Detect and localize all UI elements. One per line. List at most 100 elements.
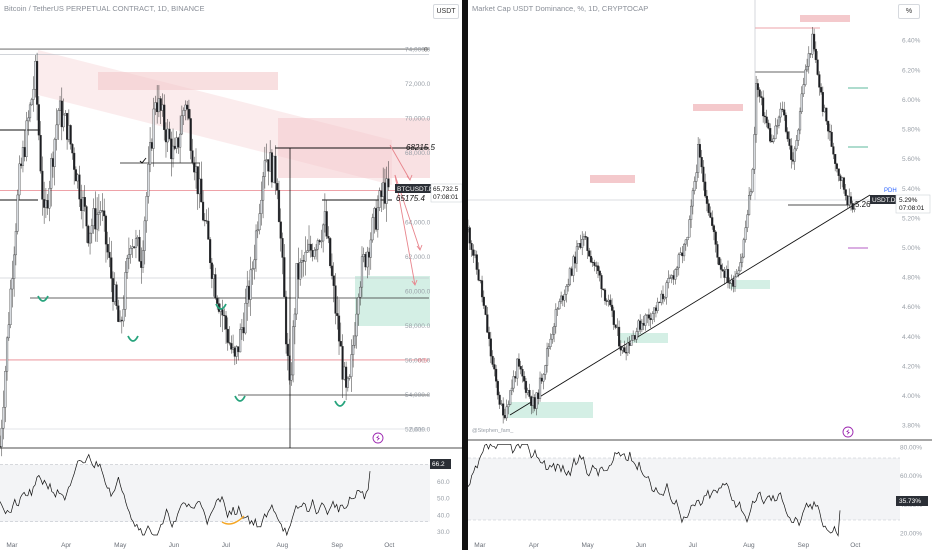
candle-body [663,297,666,300]
candle-body [848,196,851,206]
candle-body [614,324,617,328]
right-y-tick: 6.00% [902,97,921,104]
candle-body [67,125,70,140]
right-price-tag [895,194,931,214]
left-x-tick: Apr [61,542,72,549]
candle-body [781,108,784,111]
candle-body [39,135,42,172]
candle-body [814,48,817,61]
candle-body [36,60,39,105]
candle-body [795,140,798,150]
left-check-icon [139,157,147,164]
left-currency-button[interactable]: USDT [433,4,459,19]
candle-body [9,288,12,325]
candle-body [674,269,677,280]
candle-body [779,108,782,118]
candle-body [570,268,573,276]
left-y-tick: 54,000.0 [405,392,431,399]
candle-body [21,147,25,166]
candle-body [161,104,164,111]
left-x-tick: Mar [6,542,18,549]
candle-body [277,190,281,222]
candle-body [357,297,360,315]
candle-body [742,239,745,258]
candle-body [53,139,56,167]
right-supply-zone [590,175,635,183]
right-symbol-tag [870,195,896,204]
right-x-tick: Apr [529,542,540,549]
candle-body [106,243,109,253]
candle-body [265,159,268,161]
candle-body [223,314,226,317]
candle-body [718,257,721,266]
candle-body [603,289,607,301]
right-y-tick: 4.80% [902,275,921,282]
candle-body [621,347,624,351]
candle-body [196,166,199,195]
candle-body [686,237,689,241]
candle-body [626,342,629,353]
right-watermark: @Stephen_fam_ [472,428,514,434]
candle-body [355,313,358,337]
candle-body [62,114,65,128]
left-chart-title: Bitcoin / TetherUS PERPETUAL CONTRACT, 1… [4,4,205,13]
candle-body [43,199,46,208]
candle-body [4,371,7,408]
candle-body [784,114,788,132]
candle-body [695,172,698,182]
candle-body [702,166,705,183]
candle-body [189,118,192,151]
right-symbol-tag-text: USDT.D [872,197,896,204]
candle-body [295,263,298,315]
candle-body [131,246,134,249]
left-x-tick: Oct [384,542,394,549]
candle-body [639,320,642,330]
candle-body [110,257,113,279]
candle-body [380,190,383,197]
pane-divider[interactable] [462,0,468,550]
candle-body [23,147,26,158]
right-currency-button[interactable]: % [898,4,920,19]
candle-body [369,239,372,258]
candle-body [50,158,53,189]
candle-body [755,83,758,135]
candle-body [619,345,622,351]
candle-body [721,269,724,272]
candle-body [607,299,610,302]
candle-body [353,335,356,346]
candle-body [276,183,279,191]
candle-body [512,376,515,389]
candle-body [832,146,835,155]
candle-body [322,224,325,242]
left-rsi-line [0,453,371,537]
left-x-tick: Jul [222,542,231,549]
candle-body [343,366,346,380]
candle-body [126,258,129,273]
right-price-tag-value: 5.29% [899,197,918,204]
candle-body [216,297,219,304]
candle-body [531,397,535,406]
candle-body [751,169,754,192]
candle-body [581,239,584,248]
right-trendline [509,194,871,416]
candle-body [567,284,570,287]
candle-body [272,155,275,183]
candle-body [212,274,215,279]
candle-body [651,313,654,321]
candle-body [798,111,802,131]
candle-body [484,305,487,315]
left-y-tick: 64,000.0 [405,219,431,226]
left-arrow-head [406,174,413,181]
candle-body [558,301,561,310]
left-price-tag-time: 07:08:01 [433,194,459,201]
candle-body [168,128,171,140]
candle-body [34,60,37,90]
candle-body [166,128,169,143]
candle-body [25,120,28,158]
left-rsi-band [0,464,430,522]
candle-body [565,286,568,295]
candle-body [584,236,587,238]
candle-body [69,125,72,145]
